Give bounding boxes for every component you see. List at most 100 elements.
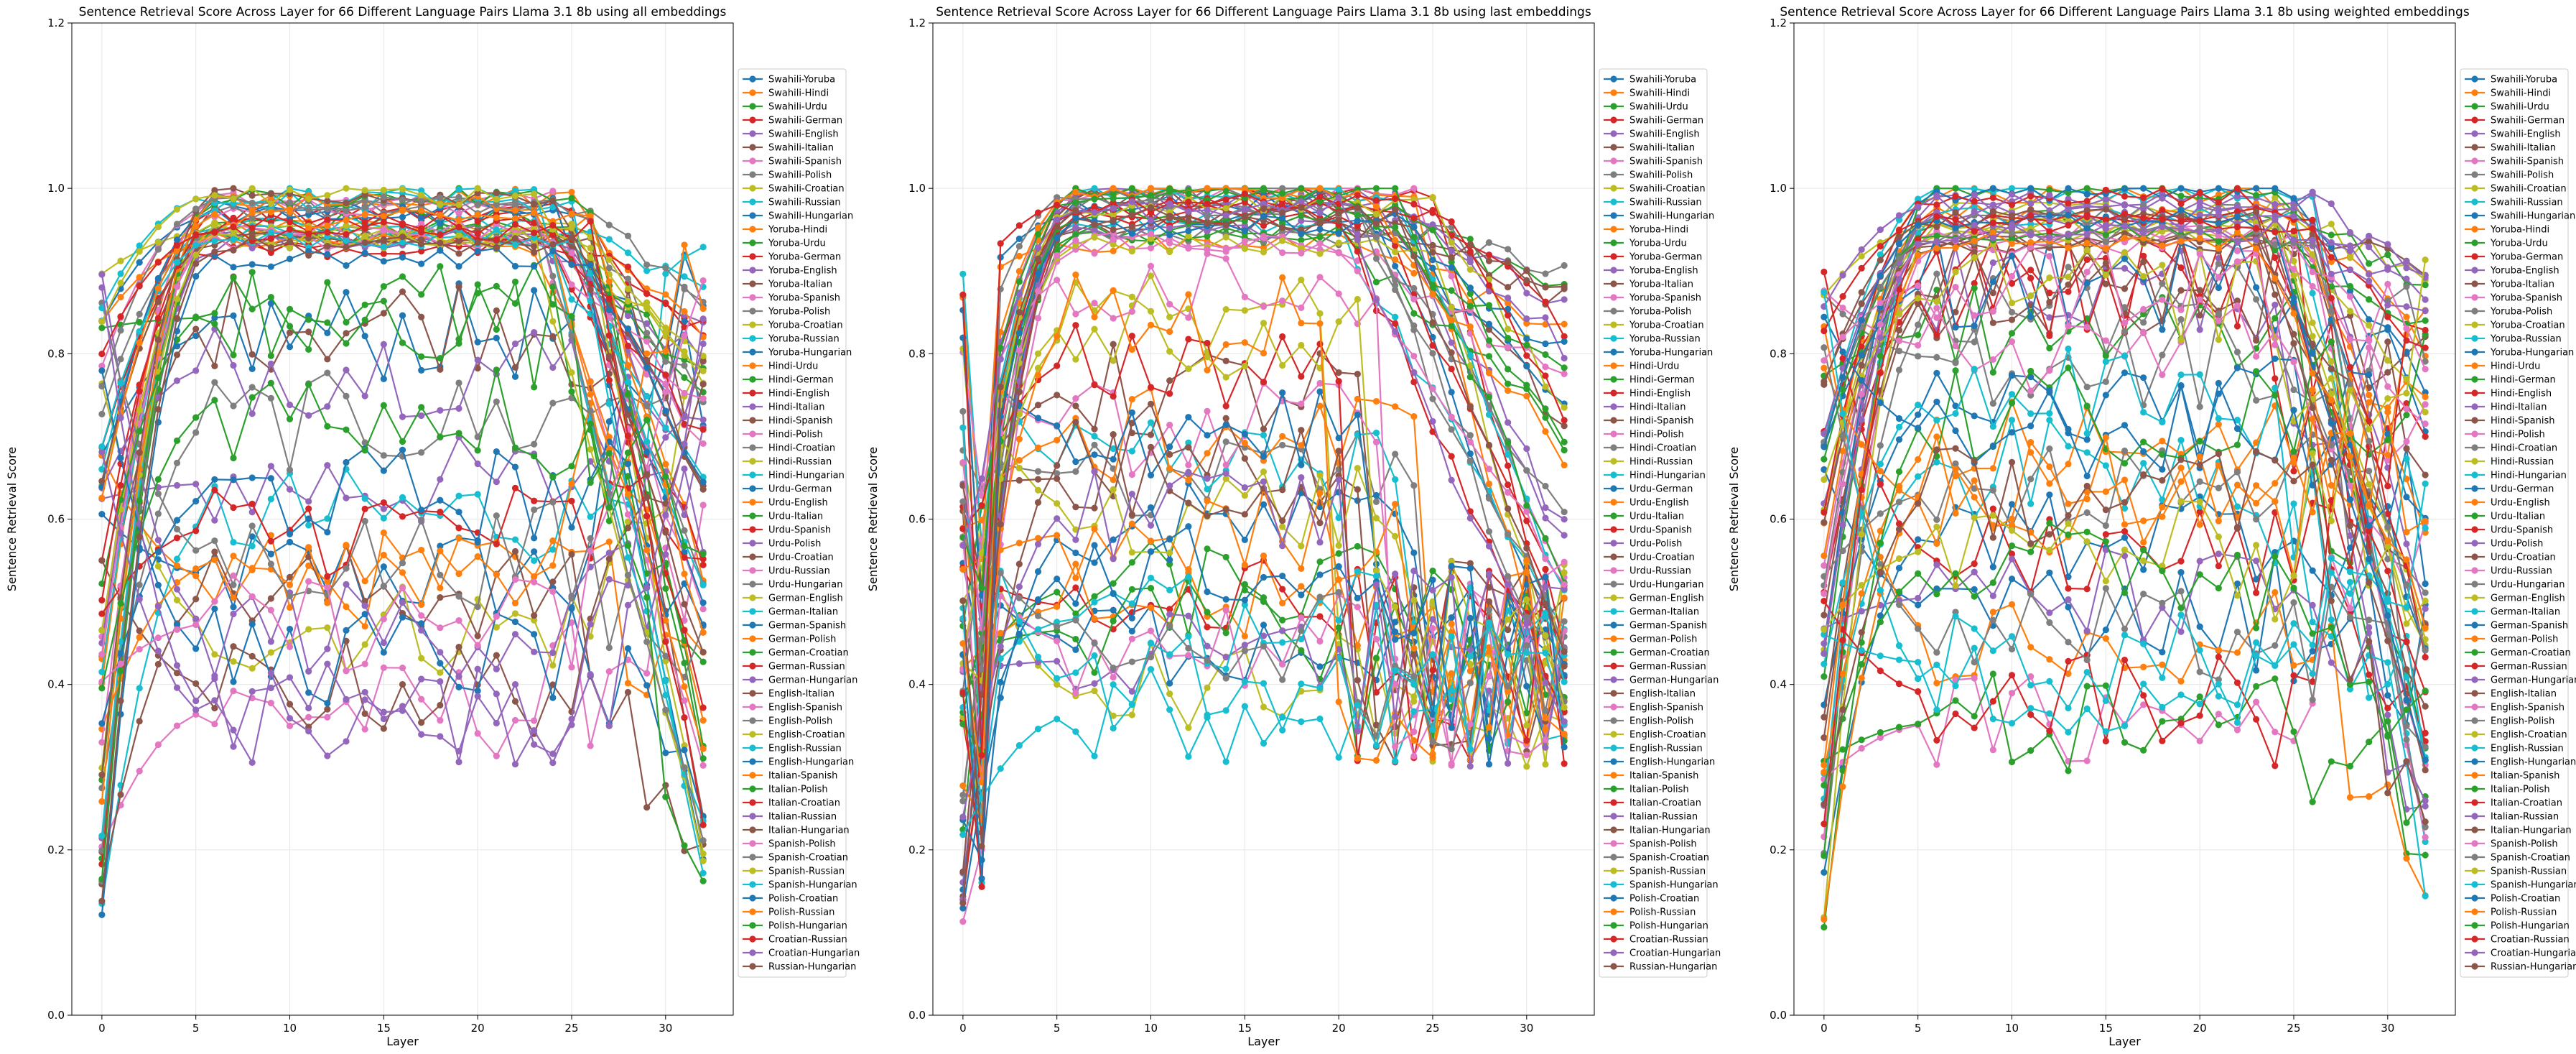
data-point — [1298, 185, 1305, 192]
data-point — [192, 205, 200, 213]
data-point — [605, 376, 613, 384]
legend-marker — [1610, 690, 1617, 697]
data-point — [511, 618, 519, 626]
data-point — [1298, 203, 1305, 211]
data-point — [1147, 217, 1155, 224]
data-point — [230, 236, 237, 243]
data-point — [624, 378, 632, 386]
y-tick-label: 1.0 — [47, 182, 65, 195]
data-point — [267, 208, 274, 216]
data-point — [699, 716, 707, 724]
data-point — [1448, 272, 1455, 279]
data-point — [437, 593, 444, 601]
legend-marker — [749, 594, 756, 601]
data-point — [1147, 272, 1155, 279]
data-point — [1485, 542, 1493, 550]
data-point — [699, 277, 707, 285]
data-point — [1185, 753, 1192, 760]
data-point — [211, 379, 218, 386]
data-point — [211, 222, 218, 229]
y-tick-label: 0.8 — [47, 347, 65, 360]
legend-marker — [749, 676, 756, 683]
data-point — [624, 601, 632, 609]
data-point — [230, 351, 237, 359]
data-point — [643, 290, 651, 297]
data-point — [248, 593, 256, 600]
legend-label: Urdu-Croatian — [1629, 553, 1695, 563]
data-point — [587, 218, 594, 225]
x-tick-label: 0 — [98, 1022, 106, 1035]
data-point — [399, 599, 406, 606]
data-point — [173, 241, 181, 249]
legend-marker — [749, 867, 756, 874]
data-point — [1372, 234, 1380, 241]
data-point — [1448, 247, 1455, 255]
data-point — [1260, 739, 1268, 747]
data-point — [1372, 279, 1380, 286]
data-point — [624, 511, 632, 518]
data-point — [173, 437, 181, 445]
data-point — [1372, 185, 1380, 192]
data-point — [286, 581, 294, 588]
legend-label: Yoruba-German — [768, 252, 841, 263]
data-point — [681, 332, 688, 340]
data-point — [1316, 388, 1324, 395]
data-point — [1372, 197, 1380, 204]
data-point — [1485, 480, 1493, 488]
data-point — [1316, 663, 1324, 670]
data-point — [699, 550, 707, 558]
data-point — [549, 283, 557, 290]
data-point — [531, 727, 538, 734]
data-point — [1166, 390, 1173, 397]
legend-marker — [1610, 308, 1617, 315]
data-point — [1466, 236, 1474, 243]
data-point — [643, 402, 651, 410]
data-point — [1354, 568, 1361, 575]
data-point — [1260, 680, 1268, 687]
data-point — [343, 494, 350, 501]
data-point — [493, 719, 500, 727]
legend-marker — [1610, 239, 1617, 246]
data-point — [305, 562, 312, 569]
data-point — [681, 527, 688, 534]
data-point — [662, 617, 669, 624]
data-point — [1072, 214, 1079, 221]
data-point — [493, 214, 500, 221]
data-point — [1166, 622, 1173, 629]
data-point — [455, 186, 462, 193]
data-point — [605, 306, 613, 314]
data-point — [248, 209, 256, 216]
data-point — [286, 226, 294, 233]
data-point — [1260, 379, 1268, 386]
data-point — [230, 185, 237, 192]
legend-marker — [749, 171, 756, 178]
legend-label: Hindi-German — [768, 375, 834, 386]
data-point — [305, 578, 312, 585]
data-point — [1034, 350, 1042, 357]
data-point — [1204, 432, 1211, 439]
data-point — [305, 346, 312, 353]
data-point — [267, 606, 274, 614]
data-point — [1204, 545, 1211, 553]
data-point — [587, 420, 594, 427]
data-point — [1542, 649, 1549, 657]
data-point — [1542, 414, 1549, 421]
data-point — [192, 711, 200, 718]
data-point — [1072, 458, 1079, 466]
data-point — [1298, 473, 1305, 481]
data-point — [305, 704, 312, 712]
data-point — [1335, 563, 1342, 570]
data-point — [1410, 651, 1418, 659]
data-point — [587, 445, 594, 453]
data-point — [493, 665, 500, 672]
data-point — [1279, 215, 1286, 222]
data-point — [1561, 364, 1568, 371]
data-point — [1335, 217, 1342, 224]
legend-marker — [1610, 458, 1617, 465]
data-point — [1505, 439, 1512, 446]
data-point — [1241, 444, 1248, 451]
data-point — [1222, 255, 1229, 262]
data-point — [154, 274, 162, 282]
x-tick-label: 0 — [959, 1022, 967, 1035]
data-point — [1054, 515, 1061, 522]
